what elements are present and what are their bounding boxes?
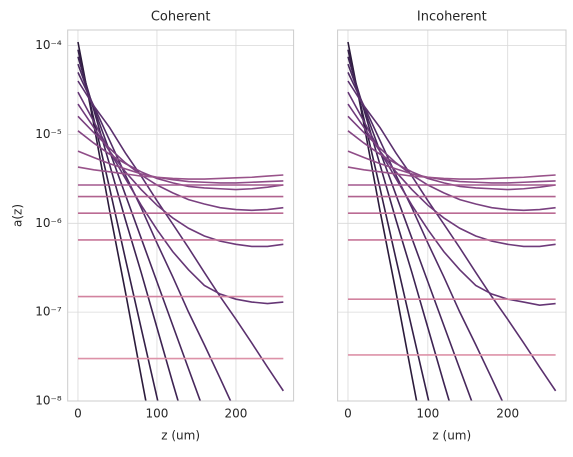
axes-frame	[337, 29, 567, 402]
series-line	[77, 63, 202, 401]
series-line	[347, 150, 556, 184]
series-line	[77, 41, 147, 401]
x-tick-label: 200	[224, 407, 247, 421]
series-line	[77, 150, 284, 184]
y-tick-label: 10⁻⁵	[35, 127, 62, 141]
y-tick-label: 10⁻⁴	[35, 38, 62, 52]
x-tick-label: 200	[496, 407, 519, 421]
y-axis-label: a(z)	[11, 204, 25, 227]
x-tick-label: 0	[344, 407, 352, 421]
plot-lines	[347, 41, 557, 401]
series-line	[347, 166, 556, 180]
series-line	[347, 72, 504, 401]
y-tick-label: 10⁻⁶	[35, 216, 62, 230]
y-tick-label: 10⁻⁷	[35, 305, 62, 319]
y-tick-label: 10⁻⁸	[35, 394, 62, 408]
x-axis-label: z (um)	[161, 429, 200, 443]
series-line	[347, 49, 430, 401]
axes-frame	[67, 29, 295, 402]
x-axis-label: z (um)	[432, 429, 471, 443]
plot-lines	[77, 41, 284, 401]
chart-title: Incoherent	[417, 10, 487, 25]
series-line	[77, 166, 284, 180]
x-tick-label: 100	[416, 407, 439, 421]
series-line	[347, 80, 557, 392]
series-line	[77, 103, 284, 248]
series-line	[77, 49, 159, 401]
series-line	[347, 41, 418, 401]
x-tick-label: 0	[74, 407, 82, 421]
x-tick-label: 100	[146, 407, 169, 421]
series-line	[77, 80, 284, 392]
series-line	[77, 72, 232, 401]
series-line	[347, 63, 473, 401]
series-line	[77, 56, 179, 401]
series-line	[347, 103, 556, 248]
chart-title: Coherent	[151, 10, 211, 25]
series-line	[347, 56, 451, 401]
